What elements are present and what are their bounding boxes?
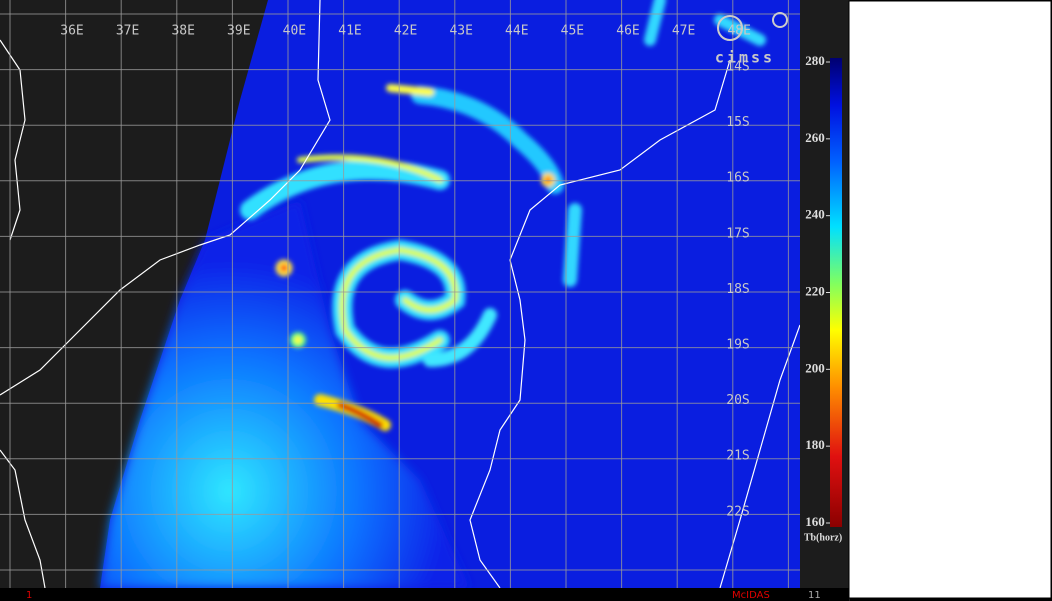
longitude-label: 37E xyxy=(116,24,139,39)
coastlines xyxy=(0,0,800,588)
longitude-label: 43E xyxy=(449,24,472,39)
latitude-label: 14S xyxy=(726,60,749,75)
footer-center: McIDAS xyxy=(732,590,770,601)
colorbar-tick-label: 280 xyxy=(805,53,825,68)
latitude-label: 21S xyxy=(726,449,749,464)
latitude-label: 17S xyxy=(726,226,749,241)
latitude-label: 15S xyxy=(726,115,749,130)
longitude-label: 36E xyxy=(60,24,83,39)
side-panel xyxy=(848,0,1052,599)
colorbar-panel xyxy=(800,0,850,601)
colorbar-label: Tb(horz) xyxy=(804,532,842,543)
logo-text: cimss xyxy=(715,49,775,67)
footer-bar xyxy=(0,588,849,601)
longitude-label: 40E xyxy=(283,24,306,39)
longitude-label: 39E xyxy=(227,24,250,39)
logo-box: cimss xyxy=(715,12,788,67)
latitude-label: 16S xyxy=(726,171,749,186)
colorbar-tick-label: 180 xyxy=(805,437,825,452)
colorbar-tick-label: 240 xyxy=(805,207,825,222)
latitude-label: 19S xyxy=(726,338,749,353)
latitude-label: 18S xyxy=(726,282,749,297)
latitude-label: 22S xyxy=(726,504,749,519)
longitude-label: 45E xyxy=(561,24,584,39)
longitude-label: 48E xyxy=(727,24,750,39)
colorbar xyxy=(830,58,842,527)
longitude-label: 46E xyxy=(616,24,639,39)
longitude-label: 47E xyxy=(672,24,695,39)
colorbar-tick-label: 260 xyxy=(805,130,825,145)
imagery xyxy=(0,0,800,588)
longitude-label: 38E xyxy=(171,24,194,39)
longitude-label: 42E xyxy=(394,24,417,39)
footer-left: 1 xyxy=(26,590,32,601)
cold-region xyxy=(100,200,470,588)
cyclone-bands xyxy=(240,0,766,431)
longitude-label: 41E xyxy=(338,24,361,39)
footer-right: 11 xyxy=(808,590,821,601)
graticule xyxy=(0,0,800,588)
latitude-label: 20S xyxy=(726,393,749,408)
colorbar-tick-label: 220 xyxy=(805,283,825,298)
longitude-label: 44E xyxy=(505,24,528,39)
colorbar-tick-label: 200 xyxy=(805,360,825,375)
colorbar-tick-label: 160 xyxy=(805,514,825,529)
